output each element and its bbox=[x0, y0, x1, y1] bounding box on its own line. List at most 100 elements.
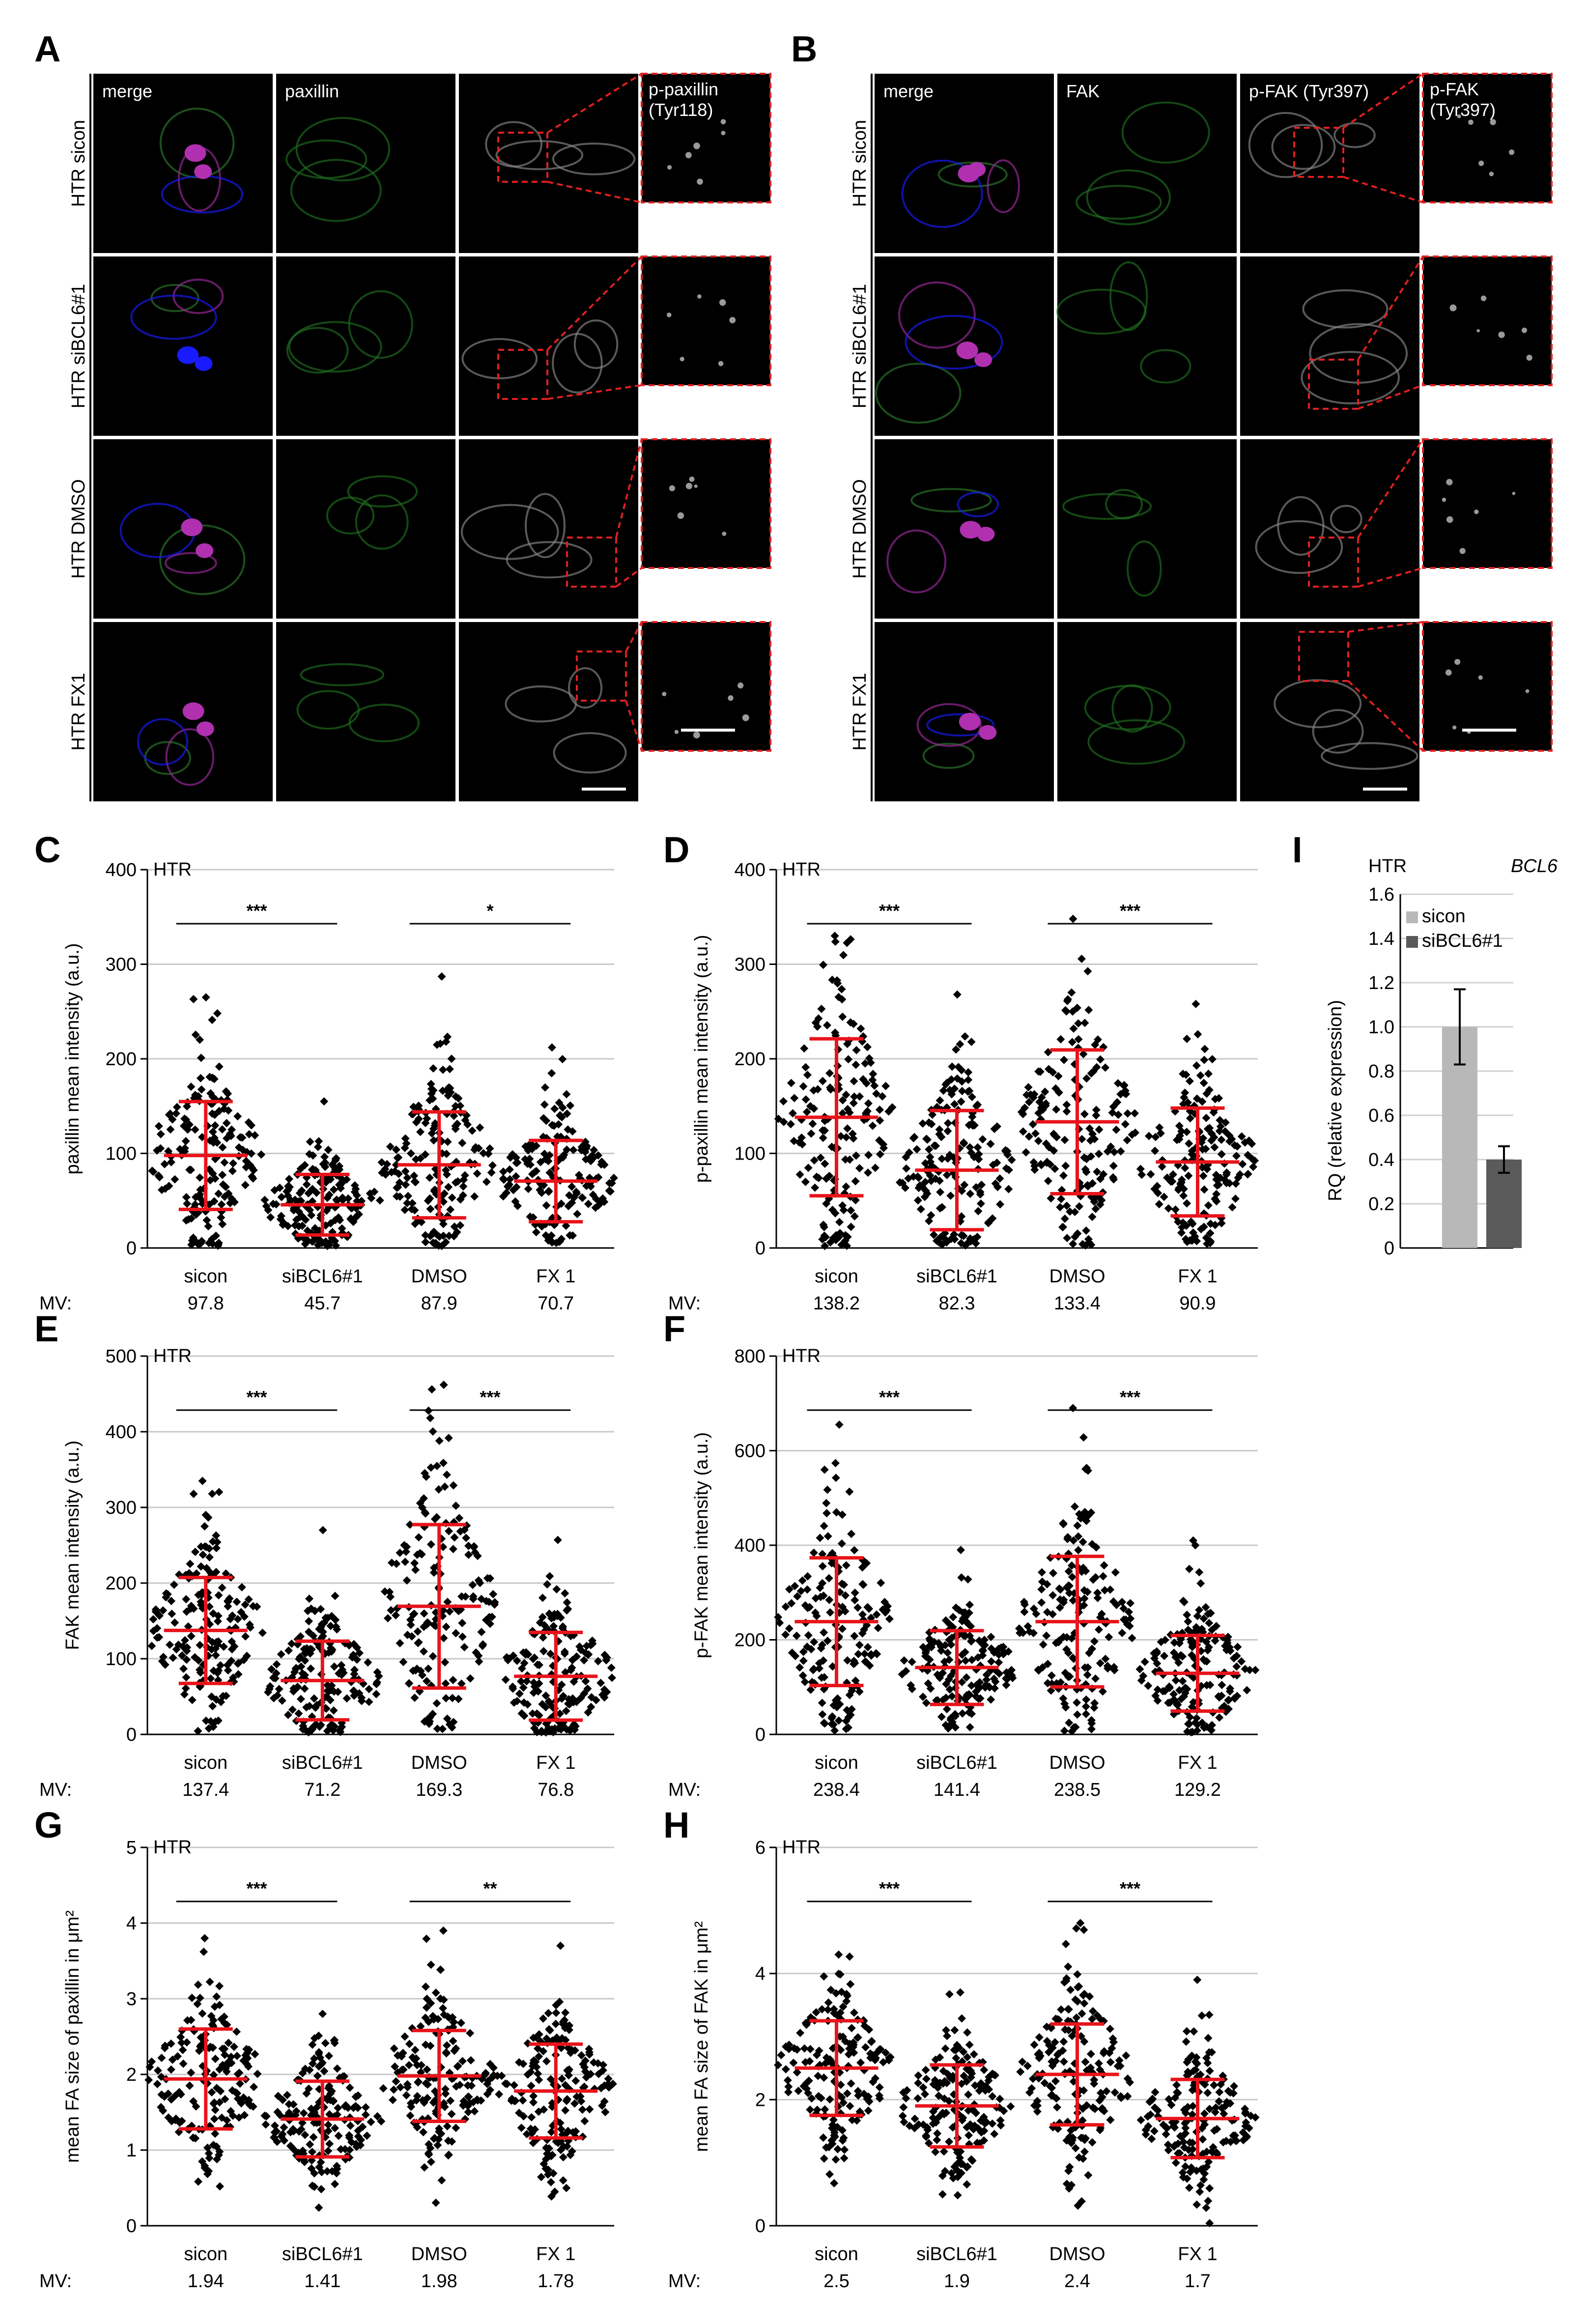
data-point bbox=[1158, 1162, 1166, 1171]
data-point bbox=[838, 1201, 847, 1210]
data-point bbox=[456, 1221, 465, 1230]
data-point bbox=[867, 2037, 876, 2045]
data-point bbox=[843, 1232, 852, 1241]
data-point bbox=[943, 1119, 952, 1128]
data-point bbox=[342, 1694, 351, 1703]
data-point bbox=[797, 1133, 806, 1142]
data-point bbox=[1029, 1158, 1038, 1167]
y-axis-label: paxillin mean intensity (a.u.) bbox=[62, 943, 83, 1175]
data-point bbox=[180, 1690, 189, 1699]
data-point bbox=[316, 1721, 325, 1729]
data-point bbox=[1081, 2058, 1090, 2067]
cell-outline bbox=[165, 728, 215, 786]
significance-label: *** bbox=[879, 1878, 900, 1899]
y-tick-label: 800 bbox=[735, 1346, 765, 1367]
data-point bbox=[1183, 1199, 1191, 1208]
data-point bbox=[232, 2027, 241, 2036]
data-point bbox=[840, 2154, 849, 2162]
data-point bbox=[542, 1116, 551, 1125]
data-point bbox=[380, 1587, 389, 1596]
y-axis-label: p-FAK mean intensity (a.u.) bbox=[691, 1432, 712, 1658]
data-point bbox=[799, 1656, 808, 1665]
cell-outline bbox=[485, 121, 543, 168]
data-point bbox=[446, 1205, 455, 1214]
data-point bbox=[1022, 1090, 1031, 1099]
mean-value: 76.8 bbox=[538, 1780, 574, 1800]
data-point bbox=[913, 2094, 922, 2103]
data-point bbox=[846, 2102, 854, 2111]
data-point bbox=[1169, 1170, 1177, 1179]
legend-swatch bbox=[1406, 911, 1418, 923]
zoom-inset bbox=[1422, 438, 1553, 569]
data-point bbox=[884, 1107, 893, 1116]
data-point bbox=[526, 1212, 535, 1221]
data-point bbox=[401, 1167, 410, 1176]
data-point bbox=[331, 1165, 340, 1174]
data-point bbox=[1083, 1671, 1092, 1679]
data-point bbox=[794, 2087, 803, 2096]
data-point bbox=[984, 1218, 993, 1227]
x-category-label: FX 1 bbox=[1178, 1266, 1217, 1287]
inset-header: p-paxillin (Tyr118) bbox=[649, 79, 718, 120]
data-point bbox=[552, 2009, 561, 2017]
data-point bbox=[1198, 1097, 1207, 1106]
zoom-connector bbox=[625, 622, 643, 652]
data-point bbox=[842, 1090, 850, 1099]
data-point bbox=[898, 2112, 907, 2120]
cell-outline bbox=[347, 475, 418, 508]
data-point bbox=[907, 1657, 916, 1666]
data-point bbox=[1077, 954, 1086, 963]
data-point bbox=[440, 1482, 449, 1491]
data-point bbox=[372, 1680, 381, 1689]
inset-speck bbox=[1476, 329, 1480, 333]
data-point bbox=[1185, 1139, 1193, 1148]
y-tick-label: 2 bbox=[126, 2065, 137, 2085]
data-point bbox=[404, 2061, 413, 2069]
data-point bbox=[1186, 1114, 1194, 1123]
data-point bbox=[1230, 1141, 1239, 1150]
data-point bbox=[548, 1238, 557, 1247]
data-point bbox=[1201, 1144, 1210, 1153]
data-point bbox=[964, 1087, 972, 1096]
data-point bbox=[1151, 1133, 1160, 1141]
data-point bbox=[811, 1183, 820, 1192]
y-tick-label: 2 bbox=[755, 2090, 765, 2110]
mean-value: 82.3 bbox=[939, 1293, 975, 1314]
data-point bbox=[1069, 1024, 1078, 1033]
data-point bbox=[819, 1134, 827, 1142]
data-point bbox=[524, 1185, 533, 1193]
legend-swatch bbox=[1406, 936, 1418, 948]
data-point bbox=[298, 1221, 307, 1230]
data-point bbox=[253, 2069, 262, 2078]
data-point bbox=[864, 1151, 873, 1160]
zoom-box bbox=[497, 132, 548, 183]
data-point bbox=[429, 1136, 438, 1145]
data-point bbox=[837, 1539, 846, 1548]
data-point bbox=[587, 1152, 596, 1161]
data-point bbox=[196, 1641, 204, 1649]
data-point bbox=[325, 1241, 334, 1249]
data-point bbox=[562, 2183, 571, 2192]
data-point bbox=[217, 1213, 226, 1222]
zoom-box bbox=[1308, 359, 1359, 410]
data-point bbox=[447, 2110, 456, 2119]
data-point bbox=[449, 1481, 458, 1490]
data-point bbox=[774, 1114, 783, 1123]
data-point bbox=[444, 2151, 453, 2159]
x-category-label: siBCL6#1 bbox=[282, 1266, 363, 1287]
data-point bbox=[1087, 1152, 1095, 1161]
data-point bbox=[308, 1164, 317, 1173]
data-point bbox=[539, 2014, 547, 2023]
data-point bbox=[1179, 1185, 1188, 1193]
data-point bbox=[1135, 1665, 1144, 1673]
zoom-connector bbox=[547, 384, 642, 400]
data-point bbox=[313, 1142, 322, 1151]
data-point bbox=[439, 1381, 448, 1389]
channel-image bbox=[1057, 622, 1237, 801]
data-point bbox=[851, 1060, 860, 1069]
panel-label-b: B bbox=[791, 28, 817, 69]
data-point bbox=[421, 1982, 430, 1991]
data-point bbox=[921, 2090, 929, 2098]
data-point bbox=[581, 1148, 590, 1157]
significance-label: *** bbox=[1120, 901, 1140, 921]
